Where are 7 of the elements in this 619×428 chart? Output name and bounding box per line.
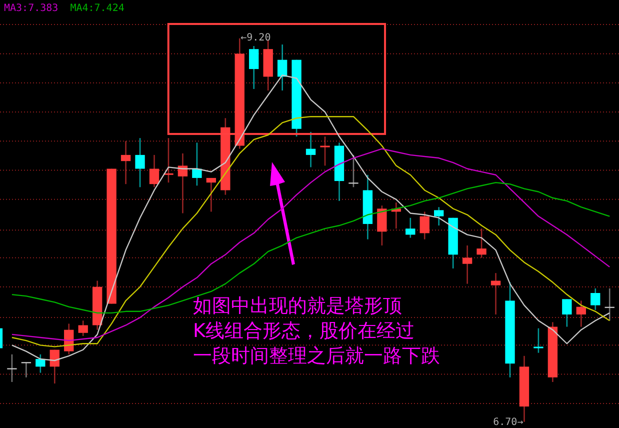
annotation: 一段时间整理之后就一路下跌 xyxy=(193,345,440,367)
annotation: 如图中出现的就是塔形顶 xyxy=(193,295,402,317)
legend: MA4:7.424 xyxy=(70,3,124,14)
annotation: ←9.20 xyxy=(240,32,271,44)
legend: MA3:7.383 xyxy=(4,3,58,14)
annotation: K线组合形态，股价在经过 xyxy=(193,320,414,342)
annotation: 6.70→ xyxy=(493,416,524,428)
